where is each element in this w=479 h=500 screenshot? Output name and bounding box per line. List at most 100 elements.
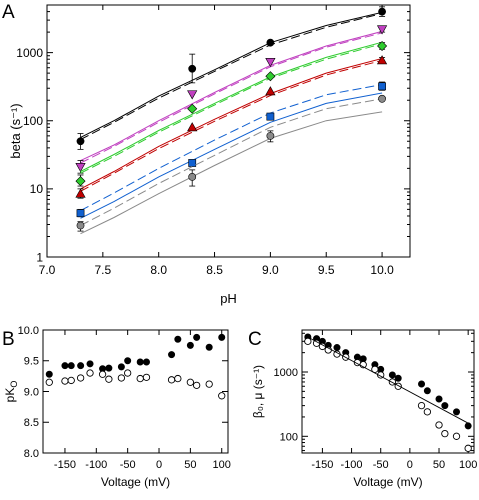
chart-c: -150 -100 -50 0 50 100 100 1000 Voltage (mV) β₀, … bbox=[251, 329, 477, 489]
plot-frame bbox=[46, 4, 411, 258]
data-point bbox=[452, 432, 461, 440]
data-point bbox=[117, 363, 125, 371]
data-point bbox=[378, 7, 386, 16]
data-point bbox=[174, 335, 182, 343]
y-tick-label: 100 bbox=[280, 431, 298, 443]
x-tick-label: -50 bbox=[373, 459, 389, 471]
x-tick-label: 9.5 bbox=[318, 263, 335, 277]
data-point bbox=[304, 337, 312, 345]
data-point bbox=[192, 381, 201, 389]
data-point bbox=[76, 137, 85, 146]
y-axis-label-main: pK bbox=[3, 388, 17, 403]
data-point bbox=[378, 82, 386, 91]
fit-line bbox=[304, 335, 469, 424]
x-tick-label: 50 bbox=[184, 459, 196, 471]
data-point bbox=[142, 373, 151, 382]
x-tick-label: 7.0 bbox=[39, 263, 56, 277]
y-tick-label: 8.0 bbox=[24, 448, 39, 460]
data-point bbox=[45, 378, 53, 386]
x-tick-label: 9.0 bbox=[262, 263, 279, 277]
x-axis-label: pH bbox=[220, 291, 237, 306]
fit-line-solid bbox=[80, 111, 383, 235]
data-point bbox=[187, 122, 198, 132]
x-tick-label: 7.5 bbox=[95, 263, 112, 277]
data-point bbox=[205, 380, 213, 388]
data-point bbox=[86, 369, 94, 377]
panel-b-letter: B bbox=[2, 329, 15, 350]
x-tick-label: 50 bbox=[433, 459, 445, 471]
fit-line-solid bbox=[80, 30, 383, 162]
data-point bbox=[333, 344, 341, 352]
data-point bbox=[117, 374, 126, 382]
x-tick-label: -150 bbox=[311, 459, 333, 471]
data-point bbox=[435, 421, 443, 429]
data-point bbox=[266, 131, 275, 140]
data-point bbox=[136, 358, 144, 366]
x-axis-label: Voltage (mV) bbox=[353, 475, 422, 489]
data-point bbox=[388, 371, 396, 379]
data-point bbox=[376, 25, 388, 35]
fit-line-dashed bbox=[80, 32, 383, 164]
fit-line-solid bbox=[80, 41, 383, 172]
y-tick-label: 9.0 bbox=[24, 386, 39, 398]
x-tick-label: 0 bbox=[156, 459, 162, 471]
y-axis-label-sub: O bbox=[9, 381, 19, 388]
panel-a-letter: A bbox=[2, 2, 15, 23]
data-point bbox=[75, 176, 86, 187]
data-point bbox=[124, 369, 132, 377]
y-tick-label: 9.5 bbox=[24, 356, 39, 368]
y-tick-label: 1 bbox=[36, 250, 43, 264]
x-tick-label: 0 bbox=[407, 459, 413, 471]
data-point bbox=[67, 376, 75, 385]
data-point bbox=[174, 374, 182, 383]
data-point bbox=[265, 71, 276, 82]
data-point bbox=[136, 374, 144, 383]
data-point bbox=[61, 377, 69, 385]
chart-b: -150 -100 -50 0 50 100 8.0 8.5 9.0 9.5 10.0 Voltage… bbox=[3, 325, 231, 489]
data-point bbox=[76, 209, 85, 218]
data-point bbox=[61, 362, 69, 370]
x-tick-label: -150 bbox=[54, 459, 76, 471]
x-tick-label: 8.0 bbox=[150, 263, 167, 277]
data-point bbox=[423, 387, 431, 395]
data-point bbox=[186, 341, 194, 349]
data-point bbox=[193, 333, 201, 341]
data-point bbox=[168, 351, 176, 359]
fit-line-solid bbox=[80, 92, 383, 219]
data-point bbox=[265, 86, 276, 96]
fit-line-dashed bbox=[80, 43, 383, 174]
data-point bbox=[75, 163, 86, 173]
data-point bbox=[67, 362, 75, 370]
data-point bbox=[205, 343, 213, 351]
data-point bbox=[441, 402, 449, 410]
fit-line-solid bbox=[80, 11, 383, 138]
y-tick-label: 1000 bbox=[16, 46, 43, 60]
data-point bbox=[86, 360, 94, 368]
data-point bbox=[75, 188, 86, 198]
fit-line-solid bbox=[80, 58, 383, 190]
x-tick-label: -100 bbox=[85, 459, 107, 471]
data-point bbox=[371, 365, 379, 373]
x-axis-label: Voltage (mV) bbox=[101, 475, 170, 489]
y-tick-label: 1000 bbox=[274, 367, 298, 379]
data-point bbox=[218, 333, 226, 341]
data-point bbox=[105, 364, 113, 372]
data-point bbox=[188, 64, 197, 73]
data-point bbox=[77, 362, 85, 370]
data-point bbox=[186, 378, 195, 386]
data-point bbox=[188, 159, 197, 167]
x-tick-label: 100 bbox=[459, 459, 477, 471]
panel-c-letter: C bbox=[248, 329, 262, 350]
data-point bbox=[464, 422, 472, 430]
data-point bbox=[266, 38, 275, 47]
data-point bbox=[423, 408, 432, 416]
y-tick-label: 10.0 bbox=[18, 325, 39, 337]
y-axis-label: pKO bbox=[3, 381, 19, 403]
fit-line-dashed bbox=[80, 59, 383, 192]
data-point bbox=[441, 429, 449, 438]
x-tick-label: -100 bbox=[341, 459, 363, 471]
data-point bbox=[266, 112, 275, 121]
data-point bbox=[218, 392, 226, 400]
data-point bbox=[188, 172, 197, 181]
